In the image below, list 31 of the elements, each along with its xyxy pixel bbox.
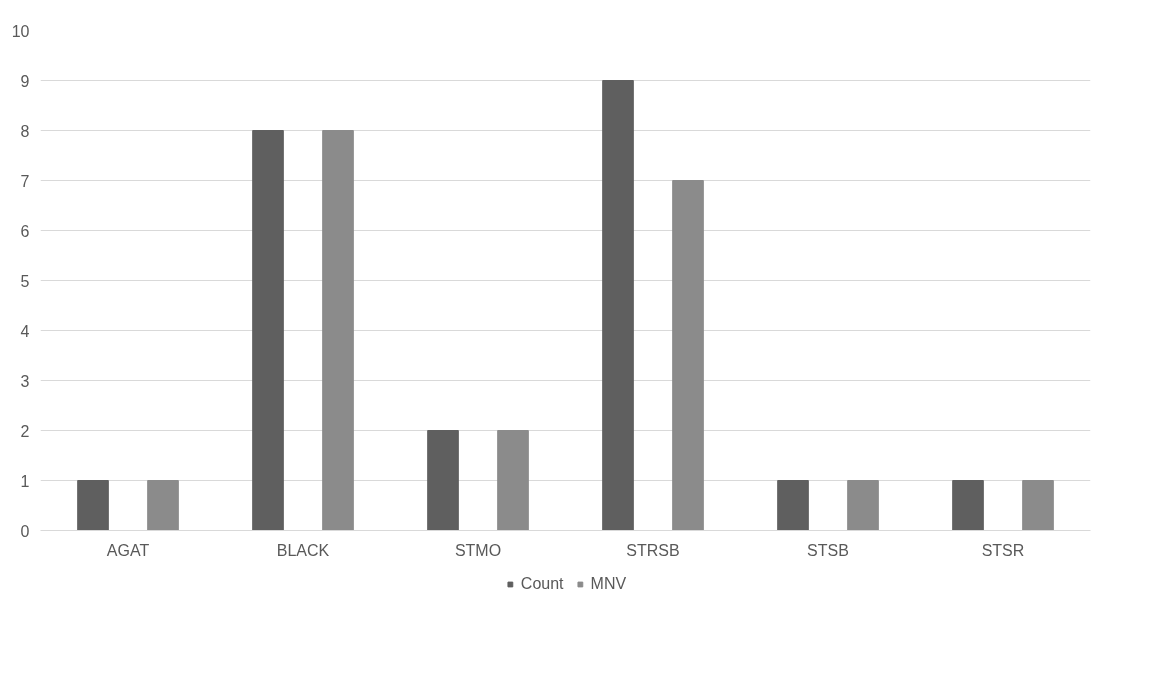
bar [847, 480, 879, 531]
y-tick-label: 2 [20, 422, 30, 440]
bar [322, 130, 354, 531]
x-tick-label: STMO [454, 541, 502, 559]
y-tick-label: 4 [20, 322, 30, 340]
y-tick-label: 10 [11, 22, 30, 40]
bar [602, 80, 634, 531]
y-tick-label: 3 [20, 372, 30, 390]
x-tick-label: AGAT [106, 541, 150, 559]
bar [952, 480, 984, 531]
x-tick-label: STRSB [626, 541, 680, 559]
y-tick-label: 0 [20, 522, 30, 540]
y-tick-label: 1 [20, 472, 30, 490]
x-tick-label: STSB [807, 541, 849, 559]
bar [252, 130, 284, 531]
bar [427, 430, 459, 531]
y-tick-label: 6 [20, 222, 30, 240]
x-tick-label: BLACK [276, 541, 330, 559]
y-tick-label: 5 [20, 272, 30, 290]
legend-label: Count [520, 574, 564, 593]
y-tick-label: 7 [20, 172, 30, 190]
bar [147, 480, 179, 531]
bar [777, 480, 809, 531]
bar [1022, 480, 1054, 531]
x-tick-label: STSR [981, 541, 1025, 559]
bar [497, 430, 529, 531]
bar [672, 180, 704, 531]
legend-label: MNV [590, 574, 627, 593]
y-tick-label: 8 [20, 122, 30, 140]
bar [77, 480, 109, 531]
y-tick-label: 9 [20, 72, 30, 90]
